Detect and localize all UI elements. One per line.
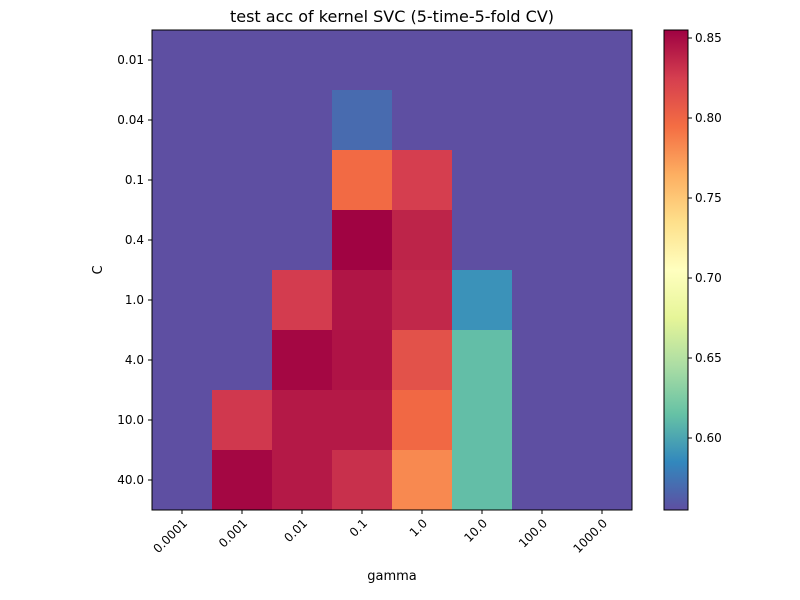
x-tick-label: 0.01 [281, 516, 310, 545]
x-tick-label: 10.0 [461, 516, 490, 545]
colorbar-tick-label: 0.65 [695, 351, 722, 365]
heatmap-cell [452, 30, 513, 91]
x-axis-ticks: 0.0001 0.001 0.01 0.1 1.0 10.0 100.0 1000.0 [151, 510, 611, 556]
heatmap-cell [272, 90, 333, 151]
y-tick-label: 0.1 [125, 173, 144, 187]
heatmap-cell [212, 270, 273, 331]
heatmap-cell [212, 450, 273, 511]
heatmap-cell [332, 390, 393, 451]
heatmap-cell [332, 450, 393, 511]
heatmap-cell [512, 150, 573, 211]
heatmap-cell [332, 90, 393, 151]
heatmap-cell [212, 330, 273, 391]
heatmap-cell [152, 390, 213, 451]
heatmap-cell [452, 210, 513, 271]
heatmap-cell [212, 210, 273, 271]
heatmap-cell [512, 450, 573, 511]
heatmap-cell [572, 30, 633, 91]
y-tick-label: 0.4 [125, 233, 144, 247]
heatmap-cell [152, 30, 213, 91]
heatmap-cell [512, 390, 573, 451]
heatmap-cell [512, 90, 573, 151]
heatmap-cell [572, 270, 633, 331]
heatmap-cells [152, 30, 633, 511]
heatmap-cell [572, 330, 633, 391]
heatmap-cell [392, 390, 453, 451]
colorbar-tick-label: 0.80 [695, 111, 722, 125]
heatmap-cell [452, 90, 513, 151]
heatmap-cell [332, 30, 393, 91]
heatmap-cell [212, 90, 273, 151]
heatmap-cell [152, 450, 213, 511]
heatmap-cell [272, 150, 333, 211]
plot-frame [151, 29, 633, 511]
heatmap-cell [392, 210, 453, 271]
heatmap-cell [392, 90, 453, 151]
heatmap-cell [332, 150, 393, 211]
colorbar-tick-label: 0.70 [695, 271, 722, 285]
heatmap-cell [332, 210, 393, 271]
x-axis-label: gamma [367, 569, 417, 584]
colorbar-tick-label: 0.85 [695, 31, 722, 45]
heatmap-cell [452, 450, 513, 511]
colorbar-tick-label: 0.75 [695, 191, 722, 205]
heatmap-cell [332, 270, 393, 331]
colorbar-ticks: 0.60 0.65 0.70 0.75 0.80 0.85 [688, 31, 722, 445]
heatmap-cell [272, 390, 333, 451]
heatmap-cell [392, 150, 453, 211]
x-tick-label: 0.1 [347, 516, 370, 539]
heatmap-cell [272, 330, 333, 391]
x-tick-label: 1000.0 [571, 516, 611, 556]
heatmap-cell [572, 450, 633, 511]
y-tick-label: 40.0 [117, 473, 144, 487]
chart-title: test acc of kernel SVC (5-time-5-fold CV… [230, 7, 554, 26]
heatmap-cell [152, 150, 213, 211]
y-tick-label: 0.04 [117, 113, 144, 127]
heatmap-cell [572, 390, 633, 451]
heatmap-cell [392, 330, 453, 391]
heatmap-cell [152, 330, 213, 391]
y-axis-ticks: 0.01 0.04 0.1 0.4 1.0 4.0 10.0 40.0 [117, 53, 152, 487]
heatmap-cell [272, 30, 333, 91]
heatmap-cell [452, 150, 513, 211]
heatmap-cell [452, 270, 513, 331]
heatmap-cell [152, 90, 213, 151]
y-tick-label: 1.0 [125, 293, 144, 307]
x-tick-label: 1.0 [407, 516, 430, 539]
heatmap-cell [152, 210, 213, 271]
y-tick-label: 0.01 [117, 53, 144, 67]
y-tick-label: 4.0 [125, 353, 144, 367]
x-tick-label: 100.0 [516, 516, 550, 550]
heatmap-cell [392, 270, 453, 331]
heatmap-cell [212, 30, 273, 91]
heatmap-cell [512, 270, 573, 331]
heatmap-cell [452, 390, 513, 451]
heatmap-cell [212, 390, 273, 451]
heatmap-cell [272, 450, 333, 511]
heatmap-cell [392, 450, 453, 511]
heatmap-cell [572, 150, 633, 211]
y-axis-label: C [91, 265, 106, 274]
heatmap-cell [212, 150, 273, 211]
heatmap-cell [452, 330, 513, 391]
colorbar-tick-label: 0.60 [695, 431, 722, 445]
heatmap-cell [272, 210, 333, 271]
y-tick-label: 10.0 [117, 413, 144, 427]
heatmap-cell [392, 30, 453, 91]
heatmap-cell [512, 330, 573, 391]
x-tick-label: 0.001 [216, 516, 250, 550]
heatmap-cell [512, 30, 573, 91]
heatmap-cell [572, 210, 633, 271]
heatmap-cell [152, 270, 213, 331]
heatmap-cell [572, 90, 633, 151]
heatmap-cell [332, 330, 393, 391]
colorbar [663, 29, 689, 511]
x-tick-label: 0.0001 [151, 516, 191, 556]
heatmap-cell [512, 210, 573, 271]
heatmap-cell [272, 270, 333, 331]
